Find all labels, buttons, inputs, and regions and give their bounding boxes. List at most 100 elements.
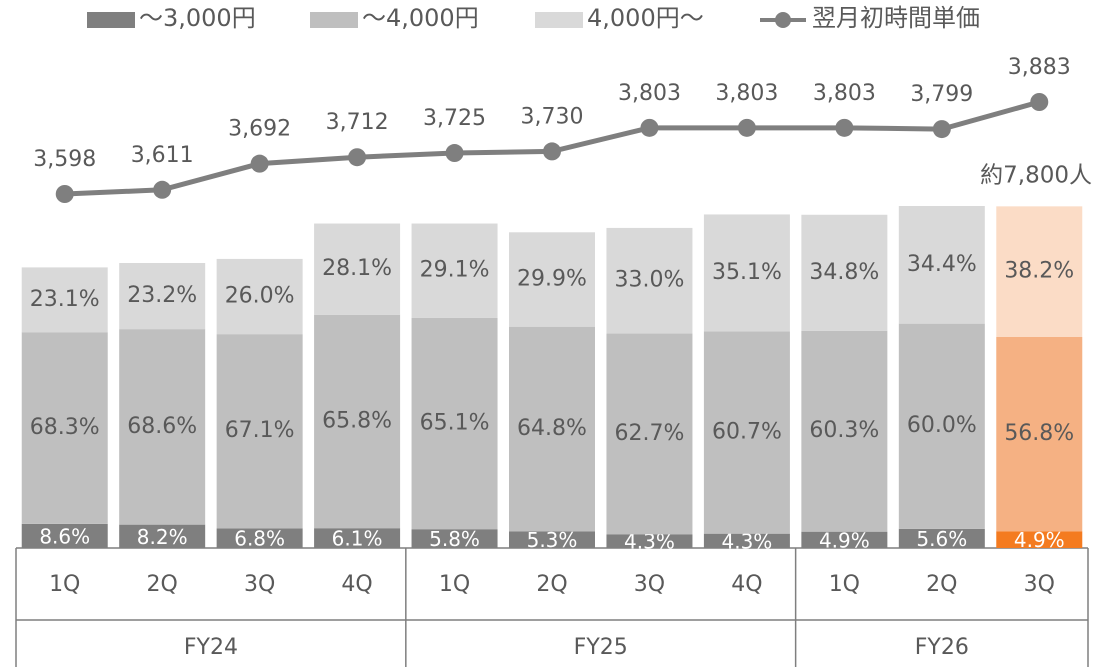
line-marker: [250, 154, 269, 173]
bar-segment: [216, 528, 303, 548]
bar-segment: [703, 533, 790, 548]
bar-segment: [606, 227, 693, 334]
data-label: 60.3%: [809, 418, 879, 443]
bar-segment: [216, 258, 303, 335]
x-tick-label: 1Q: [49, 572, 80, 597]
x-tick-label: 4Q: [731, 572, 762, 597]
bar-segment: [411, 223, 498, 318]
data-label: 23.1%: [30, 287, 100, 312]
bar-segment: [703, 331, 790, 534]
data-label: 3,803: [813, 81, 876, 106]
x-tick-label: 3Q: [1024, 572, 1055, 597]
bar-segment: [411, 317, 498, 530]
line-marker: [153, 180, 172, 199]
data-label: 60.7%: [712, 420, 782, 445]
bar-segment: [509, 531, 595, 548]
legend-label: 4,000円～: [587, 4, 704, 32]
bar-segment: [509, 232, 595, 327]
data-label: 67.1%: [225, 418, 295, 443]
bar-segment: [801, 214, 888, 331]
data-label: 3,611: [131, 143, 194, 168]
line-marker: [445, 144, 464, 163]
bar-segment: [703, 214, 790, 332]
bar-segment: [21, 523, 108, 548]
bar-segment: [119, 263, 206, 330]
data-label: 38.2%: [1004, 259, 1074, 284]
bar-segment: [996, 531, 1083, 548]
data-label: 65.8%: [322, 408, 392, 433]
data-label: 35.1%: [712, 260, 782, 285]
data-label: 62.7%: [615, 421, 685, 446]
bar-segment: [898, 528, 985, 548]
x-tick-label: 3Q: [634, 572, 665, 597]
data-label: 5.6%: [916, 527, 967, 551]
legend-marker: [775, 12, 791, 28]
data-label: 64.8%: [517, 416, 587, 441]
legend-swatch: [535, 12, 583, 28]
data-label: 3,799: [910, 82, 973, 107]
group-label: FY24: [184, 635, 238, 660]
bar-segment: [21, 332, 108, 524]
x-tick-label: 1Q: [439, 572, 470, 597]
data-label: 5.8%: [429, 527, 480, 551]
bar-segment: [898, 323, 985, 529]
line-marker: [348, 148, 367, 167]
x-tick-label: 2Q: [926, 572, 957, 597]
bar-segment: [216, 334, 303, 529]
bar-segment: [314, 314, 401, 529]
data-label: 8.6%: [39, 524, 90, 548]
bar-segment: [801, 531, 888, 548]
bar-segment: [606, 333, 693, 535]
data-label: 5.3%: [527, 528, 578, 552]
data-label: 68.6%: [127, 414, 197, 439]
data-label: 3,712: [326, 110, 389, 135]
bar-segment: [21, 267, 108, 333]
data-label: 8.2%: [137, 525, 188, 549]
data-label: 29.1%: [420, 258, 490, 283]
line-marker: [543, 142, 561, 161]
x-tick-label: 1Q: [829, 572, 860, 597]
line-marker: [1030, 93, 1049, 111]
data-label: 33.0%: [615, 268, 685, 293]
data-label: 4.9%: [1014, 528, 1065, 552]
group-label: FY25: [574, 635, 628, 660]
bar-segment: [606, 534, 693, 548]
data-label: 34.8%: [809, 260, 879, 285]
data-label: 4.9%: [819, 528, 870, 552]
bar-segment: [996, 336, 1083, 532]
line-marker: [835, 118, 854, 137]
x-tick-label: 4Q: [341, 572, 372, 597]
line-marker: [932, 120, 951, 139]
data-label: 3,598: [33, 147, 96, 172]
line-marker: [55, 185, 74, 203]
annotation: 約7,800人: [980, 163, 1092, 189]
data-label: 34.4%: [907, 252, 977, 277]
data-label: 3,803: [618, 81, 681, 106]
x-tick-label: 3Q: [244, 572, 275, 597]
bar-segment: [119, 329, 206, 525]
data-label: 6.1%: [332, 527, 383, 551]
legend-label: ～3,000円: [139, 4, 256, 32]
data-label: 28.1%: [322, 256, 392, 281]
x-tick-label: 2Q: [536, 572, 567, 597]
data-label: 23.2%: [127, 283, 197, 308]
data-label: 6.8%: [234, 527, 285, 551]
data-label: 29.9%: [517, 267, 587, 292]
bar-segment: [119, 524, 206, 548]
legend-label: ～4,000円: [362, 4, 479, 32]
bar-segment: [996, 206, 1083, 337]
bar-segment: [314, 528, 401, 548]
data-label: 26.0%: [225, 284, 295, 309]
bar-segment: [898, 206, 985, 324]
data-label: 60.0%: [907, 413, 977, 438]
legend-label: 翌月初時間単価: [812, 4, 980, 32]
data-label: 3,883: [1008, 55, 1071, 80]
x-tick-label: 2Q: [147, 572, 178, 597]
bar-segment: [314, 223, 401, 315]
legend-swatch: [87, 12, 135, 28]
data-label: 56.8%: [1004, 421, 1074, 446]
line-marker: [640, 118, 659, 137]
bar-segment: [509, 326, 595, 532]
group-label: FY26: [915, 635, 969, 660]
